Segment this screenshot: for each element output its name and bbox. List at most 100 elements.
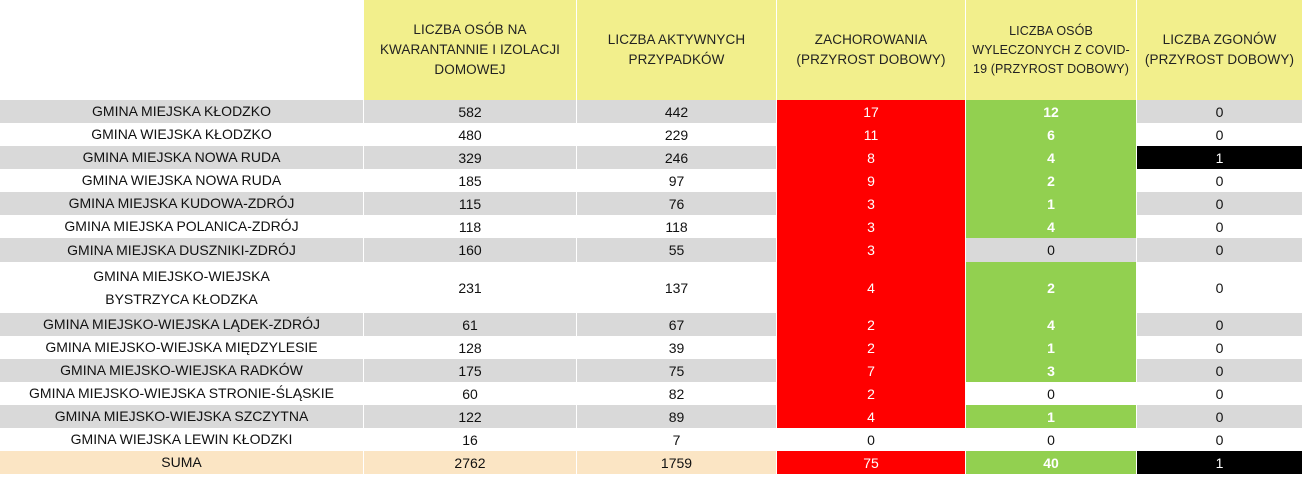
deaths-cell: 0 [1137, 262, 1302, 313]
active-cell: 76 [577, 192, 777, 215]
cases-cell: 7 [777, 359, 966, 382]
recovered-cell: 2 [966, 169, 1137, 192]
deaths-cell: 0 [1137, 359, 1302, 382]
deaths-cell: 0 [1137, 238, 1302, 262]
recovered-cell: 0 [966, 382, 1137, 405]
recovered-cell: 6 [966, 123, 1137, 146]
active-cell: 7 [577, 428, 777, 451]
active-cell: 97 [577, 169, 777, 192]
quarantine-cell: 175 [364, 359, 577, 382]
gmina-name: GMINA MIEJSKO-WIEJSKA MIĘDZYLESIE [0, 336, 364, 359]
active-cell: 55 [577, 238, 777, 262]
recovered-cell: 1 [966, 192, 1137, 215]
table-row: GMINA MIEJSKA POLANICA-ZDRÓJ 118 118 3 4 0 [0, 215, 1302, 238]
deaths-cell: 0 [1137, 192, 1302, 215]
recovered-cell: 1 [966, 336, 1137, 359]
active-cell: 229 [577, 123, 777, 146]
deaths-cell: 0 [1137, 215, 1302, 238]
table-row: GMINA MIEJSKO-WIEJSKA RADKÓW 175 75 7 3 0 [0, 359, 1302, 382]
gmina-name: GMINA MIEJSKO-WIEJSKA RADKÓW [0, 359, 364, 382]
gmina-name: GMINA MIEJSKA KUDOWA-ZDRÓJ [0, 192, 364, 215]
header-deaths: LICZBA ZGONÓW (PRZYROST DOBOWY) [1137, 0, 1302, 100]
gmina-name: GMINA WIEJSKA KŁODZKO [0, 123, 364, 146]
table-row: GMINA MIEJSKO-WIEJSKA LĄDEK-ZDRÓJ 61 67 2 4 0 [0, 313, 1302, 336]
recovered-cell: 3 [966, 359, 1137, 382]
recovered-cell: 1 [966, 405, 1137, 428]
table-row: GMINA MIEJSKA DUSZNIKI-ZDRÓJ 160 55 3 0 0 [0, 238, 1302, 262]
header-cases: ZACHOROWANIA (PRZYROST DOBOWY) [777, 0, 966, 100]
active-cell: 39 [577, 336, 777, 359]
deaths-cell: 0 [1137, 123, 1302, 146]
recovered-cell: 0 [966, 428, 1137, 451]
cases-cell: 17 [777, 100, 966, 123]
active-cell: 75 [577, 359, 777, 382]
quarantine-cell: 122 [364, 405, 577, 428]
gmina-name: GMINA MIEJSKA DUSZNIKI-ZDRÓJ [0, 238, 364, 262]
gmina-name: GMINA MIEJSKA KŁODZKO [0, 100, 364, 123]
cases-cell: 3 [777, 238, 966, 262]
table-row: GMINA MIEJSKO-WIEJSKA STRONIE-ŚLĄSKIE 60 8… [0, 382, 1302, 405]
cases-cell: 2 [777, 382, 966, 405]
cases-cell: 3 [777, 192, 966, 215]
cases-cell: 0 [777, 428, 966, 451]
cases-cell: 4 [777, 405, 966, 428]
active-cell: 442 [577, 100, 777, 123]
cases-cell: 2 [777, 336, 966, 359]
gmina-name: GMINA WIEJSKA NOWA RUDA [0, 169, 364, 192]
recovered-cell: 40 [966, 451, 1137, 474]
table-row: GMINA WIEJSKA NOWA RUDA 185 97 9 2 0 [0, 169, 1302, 192]
active-cell: 1759 [577, 451, 777, 474]
active-cell: 246 [577, 146, 777, 169]
quarantine-cell: 61 [364, 313, 577, 336]
gmina-name: GMINA WIEJSKA LEWIN KŁODZKI [0, 428, 364, 451]
sum-label: SUMA [0, 451, 364, 474]
table-header-row: LICZBA OSÓB NA KWARANTANNIE I IZOLACJI D… [0, 0, 1302, 100]
table-row: GMINA MIEJSKO-WIEJSKA BYSTRZYCA KŁODZKA 2… [0, 262, 1302, 313]
quarantine-cell: 60 [364, 382, 577, 405]
header-name [0, 0, 364, 100]
recovered-cell: 4 [966, 146, 1137, 169]
gmina-name: GMINA MIEJSKA POLANICA-ZDRÓJ [0, 215, 364, 238]
table-row: GMINA MIEJSKA KŁODZKO 582 442 17 12 0 [0, 100, 1302, 123]
quarantine-cell: 115 [364, 192, 577, 215]
quarantine-cell: 582 [364, 100, 577, 123]
table-row: GMINA MIEJSKO-WIEJSKA SZCZYTNA 122 89 4 1 0 [0, 405, 1302, 428]
deaths-cell: 1 [1137, 146, 1302, 169]
active-cell: 82 [577, 382, 777, 405]
recovered-cell: 2 [966, 262, 1137, 313]
header-active: LICZBA AKTYWNYCH PRZYPADKÓW [577, 0, 777, 100]
deaths-cell: 0 [1137, 313, 1302, 336]
quarantine-cell: 329 [364, 146, 577, 169]
cases-cell: 3 [777, 215, 966, 238]
gmina-name: GMINA MIEJSKA NOWA RUDA [0, 146, 364, 169]
table-row: GMINA MIEJSKA KUDOWA-ZDRÓJ 115 76 3 1 0 [0, 192, 1302, 215]
quarantine-cell: 185 [364, 169, 577, 192]
cases-cell: 8 [777, 146, 966, 169]
cases-cell: 2 [777, 313, 966, 336]
active-cell: 89 [577, 405, 777, 428]
recovered-cell: 4 [966, 215, 1137, 238]
active-cell: 67 [577, 313, 777, 336]
quarantine-cell: 16 [364, 428, 577, 451]
gmina-name: GMINA MIEJSKO-WIEJSKA LĄDEK-ZDRÓJ [0, 313, 364, 336]
sum-row: SUMA 2762 1759 75 40 1 [0, 451, 1302, 474]
table-row: GMINA MIEJSKA NOWA RUDA 329 246 8 4 1 [0, 146, 1302, 169]
active-cell: 137 [577, 262, 777, 313]
quarantine-cell: 231 [364, 262, 577, 313]
deaths-cell: 0 [1137, 428, 1302, 451]
cases-cell: 75 [777, 451, 966, 474]
table-row: GMINA WIEJSKA KŁODZKO 480 229 11 6 0 [0, 123, 1302, 146]
quarantine-cell: 160 [364, 238, 577, 262]
deaths-cell: 0 [1137, 169, 1302, 192]
quarantine-cell: 128 [364, 336, 577, 359]
deaths-cell: 0 [1137, 382, 1302, 405]
cases-cell: 11 [777, 123, 966, 146]
quarantine-cell: 480 [364, 123, 577, 146]
deaths-cell: 0 [1137, 100, 1302, 123]
deaths-cell: 0 [1137, 336, 1302, 359]
header-recovered: LICZBA OSÓB WYLECZONYCH Z COVID-19 (PRZY… [966, 0, 1137, 100]
gmina-name: GMINA MIEJSKO-WIEJSKA BYSTRZYCA KŁODZKA [0, 262, 364, 313]
quarantine-cell: 2762 [364, 451, 577, 474]
cases-cell: 9 [777, 169, 966, 192]
recovered-cell: 4 [966, 313, 1137, 336]
